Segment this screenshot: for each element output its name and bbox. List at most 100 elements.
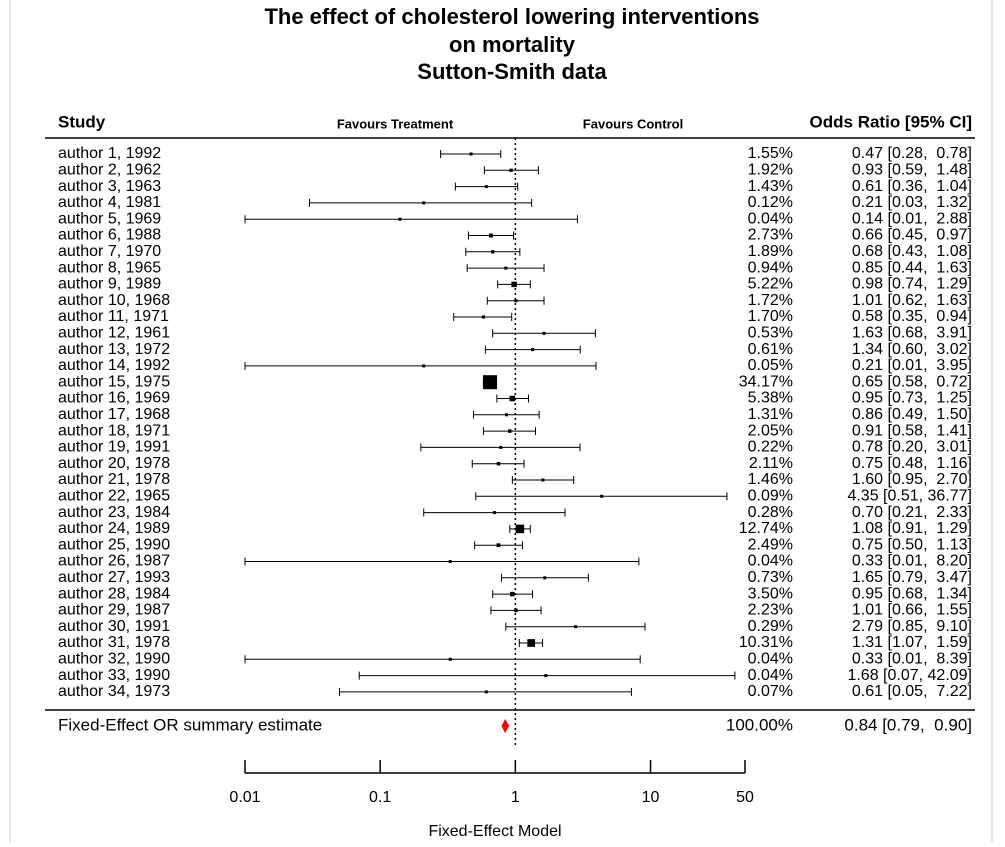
- ci-label: 1.08 [0.91, 1.29]: [852, 520, 972, 537]
- estimate-box: [483, 375, 498, 390]
- weight-label: 1.31%: [748, 406, 793, 423]
- x-axis-label: Fixed-Effect Model: [428, 823, 561, 840]
- ci-label: 0.61 [0.36, 1.04]: [852, 178, 972, 195]
- study-label: author 6, 1988: [58, 227, 161, 244]
- ci-label: 4.35 [0.51, 36.77]: [847, 488, 972, 505]
- weight-label: 10.31%: [739, 634, 793, 651]
- ci-label: 0.66 [0.45, 0.97]: [852, 227, 972, 244]
- study-label: author 5, 1969: [58, 210, 161, 227]
- weight-label: 2.73%: [748, 227, 793, 244]
- ci-label: 0.33 [0.01, 8.39]: [852, 651, 972, 668]
- x-tick-label: 50: [736, 789, 754, 806]
- ci-label: 0.78 [0.20, 3.01]: [852, 439, 972, 456]
- study-label: author 7, 1970: [58, 243, 161, 260]
- ci-label: 1.01 [0.62, 1.63]: [852, 292, 972, 309]
- study-label: author 17, 1968: [58, 406, 170, 423]
- column-header: Study: [58, 112, 106, 131]
- ci-label: 1.60 [0.95, 2.70]: [852, 471, 972, 488]
- estimate-box: [531, 348, 535, 352]
- estimate-box: [543, 576, 547, 580]
- estimate-box: [509, 168, 513, 172]
- ci-label: 1.01 [0.66, 1.55]: [852, 602, 972, 619]
- ci-label: 0.14 [0.01, 2.88]: [852, 210, 972, 227]
- estimate-box: [469, 152, 473, 156]
- ci-label: 0.75 [0.48, 1.16]: [852, 455, 972, 472]
- estimate-box: [515, 524, 525, 534]
- weight-label: 0.29%: [748, 618, 793, 635]
- study-label: author 32, 1990: [58, 651, 170, 668]
- weight-label: 0.73%: [748, 569, 793, 586]
- study-label: author 13, 1972: [58, 341, 170, 358]
- weight-label: 3.50%: [748, 585, 793, 602]
- ci-label: 0.91 [0.58, 1.41]: [852, 422, 972, 439]
- estimate-box: [422, 364, 426, 368]
- estimate-box: [544, 674, 548, 678]
- estimate-box: [542, 331, 546, 335]
- weight-label: 0.09%: [748, 488, 793, 505]
- weight-label: 1.92%: [748, 162, 793, 179]
- summary-label: Fixed-Effect OR summary estimate: [58, 715, 322, 734]
- study-label: author 15, 1975: [58, 373, 170, 390]
- estimate-box: [510, 591, 515, 597]
- ci-label: 0.85 [0.44, 1.63]: [852, 259, 972, 276]
- study-label: author 16, 1969: [58, 390, 170, 407]
- weight-label: 2.11%: [749, 455, 793, 472]
- direction-label: Favours Treatment: [337, 116, 454, 131]
- direction-label: Favours Control: [583, 116, 683, 131]
- weight-label: 34.17%: [739, 373, 793, 390]
- estimate-box: [481, 315, 485, 319]
- ci-label: 0.68 [0.43, 1.08]: [852, 243, 972, 260]
- estimate-box: [499, 445, 503, 449]
- study-label: author 31, 1978: [58, 634, 170, 651]
- study-label: author 28, 1984: [58, 585, 170, 602]
- study-label: author 24, 1989: [58, 520, 170, 537]
- estimate-box: [398, 217, 402, 221]
- weight-label: 0.28%: [748, 504, 793, 521]
- column-header: Odds Ratio [95% CI]: [810, 112, 972, 131]
- estimate-box: [504, 413, 508, 417]
- study-label: author 20, 1978: [58, 455, 170, 472]
- ci-label: 0.70 [0.21, 2.33]: [852, 504, 972, 521]
- estimate-box: [574, 625, 578, 629]
- summary-ci: 0.84 [0.79, 0.90]: [844, 715, 972, 734]
- weight-label: 2.49%: [748, 536, 793, 553]
- study-label: author 4, 1981: [58, 194, 161, 211]
- weight-label: 0.61%: [748, 341, 793, 358]
- ci-label: 1.63 [0.68, 3.91]: [852, 325, 972, 342]
- estimate-box: [600, 494, 604, 498]
- study-label: author 30, 1991: [58, 618, 170, 635]
- study-label: author 14, 1992: [58, 357, 170, 374]
- ci-label: 0.95 [0.73, 1.25]: [852, 390, 972, 407]
- study-label: author 2, 1962: [58, 162, 161, 179]
- estimate-box: [448, 657, 452, 661]
- study-label: author 10, 1968: [58, 292, 170, 309]
- estimate-box: [488, 233, 493, 238]
- weight-label: 0.04%: [748, 667, 793, 684]
- weight-label: 1.72%: [748, 292, 793, 309]
- weight-label: 5.22%: [748, 276, 793, 293]
- weight-label: 0.05%: [748, 357, 793, 374]
- x-tick-label: 10: [642, 789, 660, 806]
- ci-label: 0.21 [0.01, 3.95]: [852, 357, 972, 374]
- ci-label: 0.98 [0.74, 1.29]: [852, 276, 972, 293]
- weight-label: 2.05%: [748, 422, 793, 439]
- weight-label: 2.23%: [748, 602, 793, 619]
- estimate-box: [484, 690, 488, 694]
- ci-label: 0.95 [0.68, 1.34]: [852, 585, 972, 602]
- weight-label: 0.07%: [748, 683, 793, 700]
- ci-label: 1.65 [0.79, 3.47]: [852, 569, 972, 586]
- study-label: author 22, 1965: [58, 488, 170, 505]
- ci-label: 0.33 [0.01, 8.20]: [852, 553, 972, 570]
- study-label: author 27, 1993: [58, 569, 170, 586]
- chart-title: on mortality: [449, 32, 576, 57]
- ci-label: 0.61 [0.05, 7.22]: [852, 683, 972, 700]
- ci-label: 1.68 [0.07, 42.09]: [847, 667, 972, 684]
- estimate-box: [492, 511, 496, 515]
- study-label: author 8, 1965: [58, 259, 161, 276]
- chart-title: Sutton-Smith data: [417, 59, 607, 84]
- ci-label: 2.79 [0.85, 9.10]: [852, 618, 972, 635]
- weight-label: 0.04%: [748, 210, 793, 227]
- x-tick-label: 0.01: [229, 789, 260, 806]
- summary-weight: 100.00%: [726, 715, 793, 734]
- weight-label: 12.74%: [739, 520, 793, 537]
